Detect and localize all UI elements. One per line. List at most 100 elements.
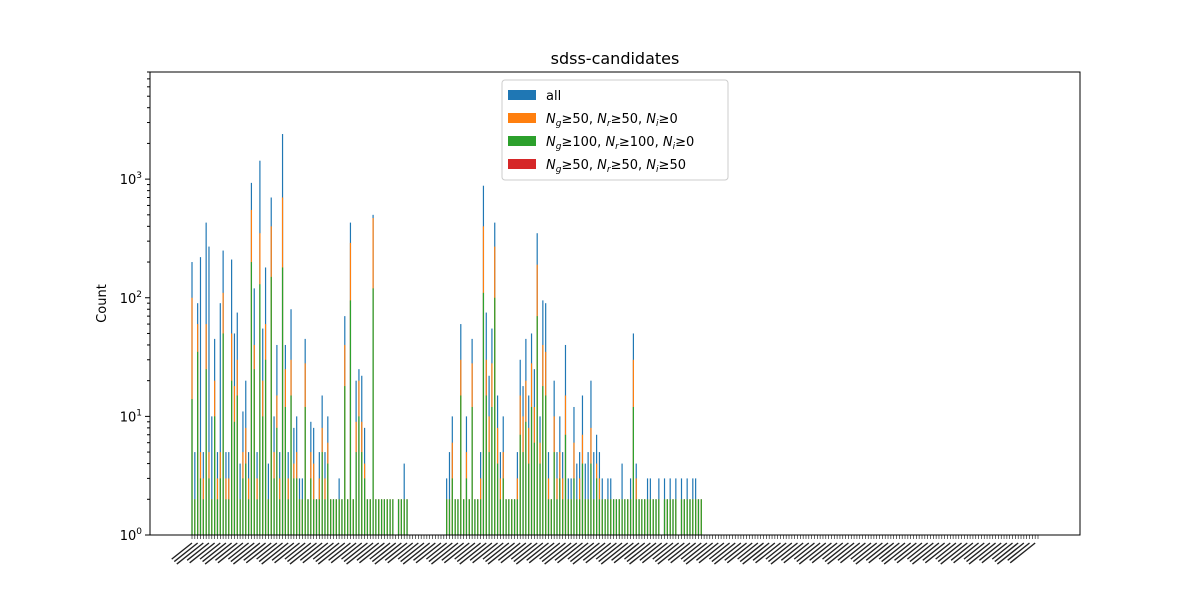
bar <box>700 499 702 535</box>
y-axis-label: Count <box>95 284 110 323</box>
bar <box>355 452 357 535</box>
x-tick-label-mark <box>937 542 963 563</box>
x-tick-label-mark <box>695 542 719 561</box>
bar <box>451 478 453 535</box>
x-tick-label-mark <box>935 542 957 560</box>
x-tick-label-mark <box>765 542 787 560</box>
x-tick-label-mark <box>374 542 402 565</box>
bar <box>612 499 615 535</box>
bar <box>505 499 507 535</box>
x-tick-label-mark <box>369 542 391 560</box>
bar <box>403 499 405 535</box>
x-tick-label-mark <box>968 542 996 565</box>
bar <box>315 499 318 535</box>
x-tick-label-mark <box>737 542 759 560</box>
bar <box>211 416 213 535</box>
bar <box>301 499 303 535</box>
x-tick-label-mark <box>315 542 340 563</box>
bar <box>658 499 660 535</box>
bar <box>607 499 609 535</box>
x-tick-label-mark <box>865 542 889 561</box>
x-tick-label-mark <box>809 542 832 561</box>
bar <box>264 359 267 535</box>
bar <box>491 406 493 535</box>
legend: all Ng≥50, Nr≥50, Ni≥0 Ng≥100, Nr≥100, Ni≥… <box>501 79 729 181</box>
bar <box>593 499 595 535</box>
x-tick-label-mark <box>204 542 233 565</box>
x-tick-labels-illegible <box>171 542 1036 565</box>
x-tick-label-mark <box>582 542 606 561</box>
x-tick-label-mark <box>541 542 566 563</box>
x-tick-label-mark <box>572 542 600 565</box>
x-tick-label-mark <box>384 542 408 561</box>
bar <box>216 499 219 535</box>
x-tick-label-mark <box>343 542 368 563</box>
bar <box>604 499 606 535</box>
bar <box>460 395 462 535</box>
bar <box>646 499 649 535</box>
x-tick-label-mark <box>822 542 844 560</box>
x-tick-label-mark <box>441 542 465 561</box>
x-tick-label-mark <box>698 542 725 564</box>
x-tick-label-mark <box>966 542 991 563</box>
bar <box>482 292 485 535</box>
bar <box>448 452 451 535</box>
bar <box>378 499 380 535</box>
x-tick-label-mark <box>469 542 493 561</box>
bar <box>372 288 374 535</box>
x-tick-label-mark <box>598 542 623 563</box>
bar <box>191 399 193 535</box>
x-tick-label-mark <box>284 542 306 560</box>
bar <box>284 406 286 535</box>
x-tick-label-mark <box>371 542 397 563</box>
bar <box>621 463 623 535</box>
bar <box>318 499 320 535</box>
x-tick-label-mark <box>1009 542 1036 564</box>
x-tick-label-mark <box>909 542 934 563</box>
bar <box>276 427 278 535</box>
bar <box>559 478 561 535</box>
x-tick-label-mark <box>299 542 323 561</box>
bar <box>525 421 527 535</box>
x-tick-label-mark <box>595 542 617 560</box>
bar <box>349 300 352 535</box>
bar <box>296 478 298 535</box>
bar <box>672 499 674 535</box>
x-tick-label-mark <box>497 542 521 561</box>
x-tick-label-mark <box>341 542 363 560</box>
x-tick-label-mark <box>708 542 731 560</box>
bar <box>310 478 312 535</box>
bar <box>689 499 691 535</box>
x-tick-label-mark <box>271 542 295 561</box>
bar <box>564 434 567 535</box>
bar <box>536 316 538 535</box>
x-tick-label-mark <box>330 542 357 564</box>
bar <box>576 499 578 535</box>
x-tick-label-mark <box>173 542 199 563</box>
x-tick-label-mark <box>245 542 272 564</box>
x-tick-label-mark <box>755 542 781 564</box>
x-tick-label-mark <box>415 542 442 564</box>
x-tick-label-mark <box>287 542 312 563</box>
x-tick-label-mark <box>953 542 980 564</box>
x-tick-label-mark <box>881 542 906 563</box>
bar <box>567 499 569 535</box>
bar <box>231 380 233 535</box>
x-tick-label-mark <box>487 542 515 565</box>
x-tick-label-mark <box>356 542 380 561</box>
x-tick-label-mark <box>256 542 278 560</box>
bar <box>474 499 476 535</box>
bar <box>219 303 221 535</box>
x-tick-label-mark <box>912 542 940 565</box>
bar <box>496 463 499 535</box>
y-tick-label: 101 <box>120 408 142 425</box>
bar <box>666 499 668 535</box>
x-tick-label-mark <box>567 542 589 560</box>
bar <box>550 499 552 535</box>
x-tick-label-mark <box>515 542 544 565</box>
bar <box>465 478 468 535</box>
bar <box>448 499 451 535</box>
x-tick-label-mark <box>431 542 459 565</box>
x-tick-label-mark <box>713 542 742 565</box>
bar <box>446 499 448 535</box>
